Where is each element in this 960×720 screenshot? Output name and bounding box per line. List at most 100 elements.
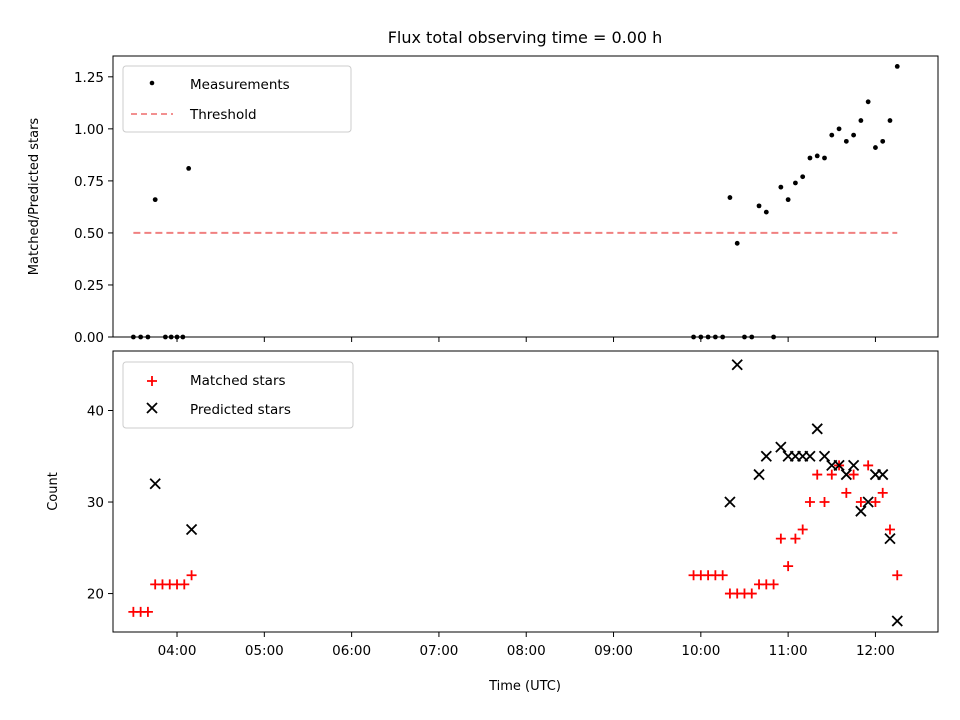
y-tick-label: 0.00 (74, 330, 104, 346)
y-tick-label: 0.50 (74, 226, 104, 242)
measurement-point (843, 138, 849, 144)
y-tick-label: 40 (87, 403, 104, 419)
legend-label-predicted-stars: Predicted stars (190, 402, 291, 418)
measurement-point (865, 99, 871, 105)
x-tick-label: 09:00 (594, 643, 633, 659)
x-tick-label: 11:00 (769, 643, 808, 659)
legend-frame (122, 65, 352, 133)
predicted-star-point (731, 359, 743, 371)
x-tick-label: 10:00 (681, 643, 720, 659)
predicted-star-point (149, 478, 161, 490)
measurement-point (807, 155, 813, 161)
matched-star-point (783, 561, 794, 572)
predicted-star-point (833, 459, 845, 472)
measurement-point (734, 240, 740, 246)
bottom-panel: 04:00 05:00 06:00 07:00 08:00 09:00 10:00 11:00… (46, 350, 939, 694)
y-tick-label: 0.25 (74, 278, 104, 294)
matched-star-point (746, 588, 757, 599)
measurement-point (836, 126, 842, 132)
matched-star-point (841, 487, 852, 498)
legend-dot-marker (149, 80, 155, 86)
measurement-point (763, 209, 769, 215)
x-tick-label: 06:00 (332, 643, 371, 659)
top-panel-legend: Measurements Threshold (122, 65, 352, 133)
legend-x-marker (146, 402, 158, 414)
predicted-star-point (760, 450, 772, 462)
matched-star-point (717, 570, 728, 581)
matched-star-point (863, 460, 874, 471)
measurement-point (800, 174, 806, 180)
matched-star-point (848, 469, 859, 480)
predicted-star-point (847, 459, 860, 472)
measurement-point (727, 195, 733, 200)
measurement-point (829, 132, 835, 138)
top-panel-y-ticks: 0.00 0.25 0.50 0.75 1.00 1.25 (74, 70, 113, 346)
y-tick-label: 0.75 (74, 174, 104, 190)
matched-star-point (797, 524, 808, 535)
bottom-panel-marks (128, 359, 903, 627)
top-panel-marks (130, 64, 900, 340)
bottom-panel-legend: Matched stars Predicted stars (122, 361, 354, 429)
matched-star-point (775, 533, 786, 544)
measurement-point (793, 180, 798, 186)
top-panel-y-axis-label: Matched/Predicted stars (27, 118, 42, 276)
top-panel-frame (112, 55, 939, 338)
top-panel: 0.00 0.25 0.50 0.75 1.00 1.25 Matched/Predict… (27, 55, 939, 346)
predicted-star-point (804, 450, 816, 462)
y-tick-label: 1.00 (74, 122, 104, 138)
y-tick-label: 1.25 (74, 70, 104, 86)
legend-frame (122, 361, 354, 429)
measurement-point (880, 138, 886, 144)
matched-star-point (812, 469, 823, 480)
matched-star-point (826, 469, 837, 480)
matched-star-point (892, 570, 903, 581)
measurement-point (152, 197, 158, 203)
x-tick-label: 08:00 (507, 643, 546, 659)
predicted-star-point (724, 496, 736, 508)
bottom-panel-y-axis-label: Count (46, 472, 61, 511)
bottom-panel-frame (112, 350, 939, 633)
bottom-panel-y-ticks: 20 30 40 (87, 403, 113, 603)
x-tick-label: 05:00 (245, 643, 284, 659)
measurement-point (814, 153, 820, 159)
measurement-point (851, 132, 857, 138)
predicted-star-point (884, 533, 896, 545)
matched-star-point (768, 579, 779, 590)
predicted-star-point (891, 615, 903, 627)
matched-star-point (855, 497, 866, 508)
predicted-star-point (185, 523, 198, 536)
predicted-star-point (862, 496, 874, 508)
matched-star-point (819, 497, 830, 508)
legend-label-matched-stars: Matched stars (190, 373, 286, 389)
measurement-point (822, 155, 827, 161)
predicted-star-point (775, 441, 787, 453)
legend-plus-marker (147, 376, 157, 386)
legend-label-measurements: Measurements (190, 77, 290, 93)
measurement-point (785, 197, 791, 203)
chart-title: Flux total observing time = 0.00 h (388, 28, 663, 47)
predicted-star-point (753, 468, 765, 481)
matched-star-point (884, 524, 895, 535)
matched-star-point (870, 497, 881, 508)
measurement-point (858, 118, 864, 123)
y-tick-label: 30 (87, 495, 104, 511)
predicted-star-point (840, 468, 852, 481)
matched-star-point (142, 606, 153, 617)
measurement-point (887, 118, 893, 123)
measurement-point (778, 184, 784, 190)
measurement-point (186, 166, 192, 171)
predicted-star-point (811, 423, 823, 435)
matched-star-point (186, 570, 197, 581)
x-tick-label: 07:00 (419, 643, 458, 659)
measurement-point (873, 145, 878, 150)
matched-star-point (790, 533, 801, 544)
measurement-point (894, 64, 900, 69)
matched-star-point (804, 497, 815, 508)
predicted-star-point (855, 505, 867, 517)
predicted-star-point (877, 468, 889, 481)
x-tick-label: 12:00 (856, 643, 895, 659)
bottom-panel-x-ticks: 04:00 05:00 06:00 07:00 08:00 09:00 10:00 11:00… (158, 632, 895, 659)
top-panel-x-ticks (176, 337, 876, 342)
matched-star-point (179, 579, 190, 590)
